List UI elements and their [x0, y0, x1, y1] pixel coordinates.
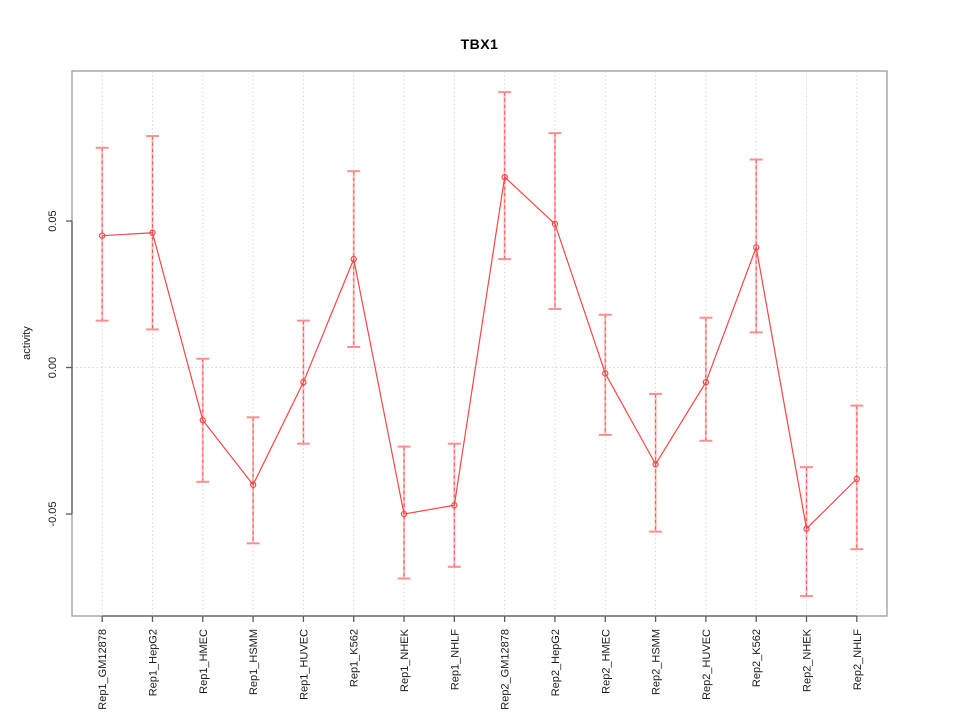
series-line	[102, 175, 858, 530]
x-tick-label: Rep1_HMEC	[198, 629, 210, 694]
x-axis-labels: Rep1_GM12878 Rep1_HepG2 Rep1_HMEC Rep1_HSMM…	[97, 616, 864, 710]
data-point-marker	[199, 417, 207, 424]
data-point-marker	[803, 525, 810, 532]
error-bars	[95, 91, 864, 598]
data-point-marker	[853, 475, 861, 483]
data-point-marker	[702, 378, 710, 386]
chart-title: TBX1	[460, 36, 499, 52]
data-points	[98, 173, 861, 532]
data-point-marker	[149, 229, 156, 236]
x-tick-label: Rep1_GM12878	[97, 629, 109, 710]
x-tick-label: Rep2_HSMM	[651, 629, 663, 695]
data-point-marker	[350, 255, 357, 263]
data-point-marker	[400, 510, 408, 518]
x-tick-label: Rep2_NHEK	[802, 628, 814, 692]
x-tick-label: Rep2_HMEC	[600, 629, 612, 694]
data-point-marker	[451, 502, 458, 509]
x-tick-label: Rep1_K562	[349, 629, 361, 687]
y-tick-label: 0.05	[47, 210, 59, 231]
y-tick-label: 0.00	[47, 357, 59, 378]
y-tick-label: -0.05	[47, 501, 59, 526]
data-point-marker	[300, 378, 307, 386]
data-point-marker	[752, 244, 760, 251]
y-axis-labels: 0.05 0.00 -0.05	[47, 210, 72, 527]
x-tick-label: Rep1_HUVEC	[298, 629, 310, 700]
x-tick-label: Rep1_NHLF	[449, 629, 461, 690]
data-point-marker	[98, 232, 106, 239]
data-point-marker	[501, 173, 508, 181]
x-tick-label: Rep1_NHEK	[399, 628, 411, 692]
data-point-marker	[652, 461, 659, 468]
x-tick-label: Rep1_HSMM	[248, 629, 260, 695]
x-tick-label: Rep2_GM12878	[500, 629, 512, 710]
x-tick-label: Rep2_HepG2	[550, 629, 562, 696]
y-axis-title: activity	[21, 326, 33, 360]
data-point-marker	[249, 481, 257, 488]
x-tick-label: Rep2_HUVEC	[701, 629, 713, 700]
x-tick-label: Rep1_HepG2	[147, 629, 159, 696]
x-tick-label: Rep2_NHLF	[852, 629, 864, 690]
x-tick-label: Rep2_K562	[751, 629, 763, 687]
data-point-marker	[602, 370, 609, 377]
data-point-marker	[551, 220, 559, 228]
